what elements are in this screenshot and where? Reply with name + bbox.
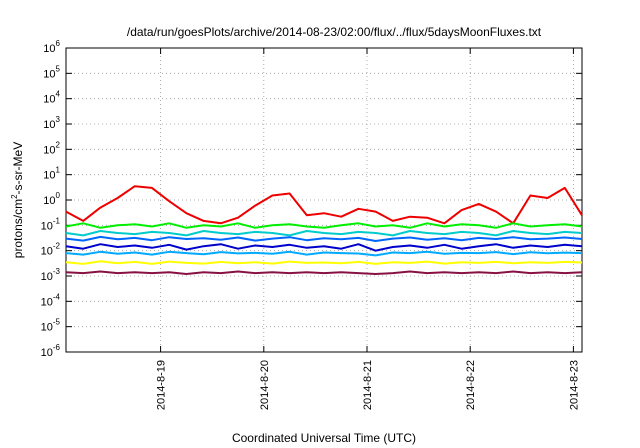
y-tick-label: 102: [43, 140, 60, 156]
x-tick-label: 2014-8-19: [156, 360, 168, 410]
x-tick-label: 2014-8-21: [362, 360, 374, 410]
y-tick-exponent: 4: [56, 90, 61, 99]
y-tick-exponent: -5: [53, 318, 61, 327]
series-line-6: [65, 250, 583, 257]
y-tick-base: 10: [41, 322, 53, 334]
y-tick-label: 103: [43, 115, 60, 131]
y-axis-title-pre: protons/cm: [11, 199, 25, 258]
y-tick-label: 100: [43, 191, 60, 207]
plot-frame: [65, 47, 583, 353]
y-axis: 10-610-510-410-310-210-11001011021031041…: [41, 39, 582, 359]
y-tick-exponent: 1: [56, 166, 61, 175]
series-line-8: [65, 270, 583, 275]
y-tick-exponent: 6: [56, 39, 61, 48]
x-tick-label: 2014-8-22: [465, 360, 477, 410]
y-tick-exponent: -3: [53, 267, 61, 276]
y-tick-base: 10: [43, 170, 55, 182]
series-line-2: [65, 222, 583, 229]
y-tick-label: 10-6: [41, 343, 61, 359]
y-tick-exponent: 2: [56, 140, 61, 149]
chart-title: /data/run/goesPlots/archive/2014-08-23/0…: [127, 25, 542, 39]
y-axis-title: protons/cm2-s-sr-MeV: [10, 142, 25, 258]
y-tick-base: 10: [43, 119, 55, 131]
y-tick-exponent: -4: [53, 292, 61, 301]
y-tick-base: 10: [43, 94, 55, 106]
y-tick-exponent: 3: [56, 115, 61, 124]
series-line-7: [65, 260, 583, 265]
series-line-3: [65, 230, 583, 237]
series-group: [65, 185, 583, 275]
y-tick-exponent: -6: [53, 343, 61, 352]
y-tick-base: 10: [41, 347, 53, 359]
y-tick-label: 105: [43, 64, 60, 80]
y-tick-base: 10: [41, 220, 53, 232]
y-tick-exponent: 0: [56, 191, 61, 200]
x-axis: 2014-8-19 2014-8-20 2014-8-21 2014-8-22 2014…: [156, 48, 580, 410]
y-tick-exponent: 5: [56, 64, 61, 73]
y-tick-label: 10-1: [41, 216, 61, 232]
series-line-4: [65, 235, 583, 242]
y-tick-label: 10-3: [41, 267, 61, 283]
y-tick-base: 10: [41, 271, 53, 283]
x-axis-title: Coordinated Universal Time (UTC): [232, 431, 416, 445]
x-tick-label: 2014-8-23: [568, 360, 580, 410]
y-axis-title-sup: 2: [10, 194, 19, 199]
y-tick-base: 10: [43, 68, 55, 80]
y-tick-label: 10-5: [41, 318, 61, 334]
grid: [66, 48, 582, 352]
series-line-5: [65, 243, 583, 252]
y-tick-exponent: -2: [53, 242, 61, 251]
y-tick-label: 104: [43, 90, 60, 106]
y-tick-label: 10-4: [41, 292, 61, 308]
y-tick-exponent: -1: [53, 216, 61, 225]
y-tick-label: 106: [43, 39, 60, 55]
y-axis-title-post: -s-sr-MeV: [11, 142, 25, 195]
y-tick-base: 10: [41, 296, 53, 308]
y-tick-base: 10: [41, 246, 53, 258]
y-tick-base: 10: [43, 195, 55, 207]
y-tick-base: 10: [43, 43, 55, 55]
x-tick-label: 2014-8-20: [259, 360, 271, 410]
series-line-1: [65, 185, 583, 225]
y-tick-label: 10-2: [41, 242, 61, 258]
y-tick-label: 101: [43, 166, 60, 182]
y-tick-base: 10: [43, 144, 55, 156]
